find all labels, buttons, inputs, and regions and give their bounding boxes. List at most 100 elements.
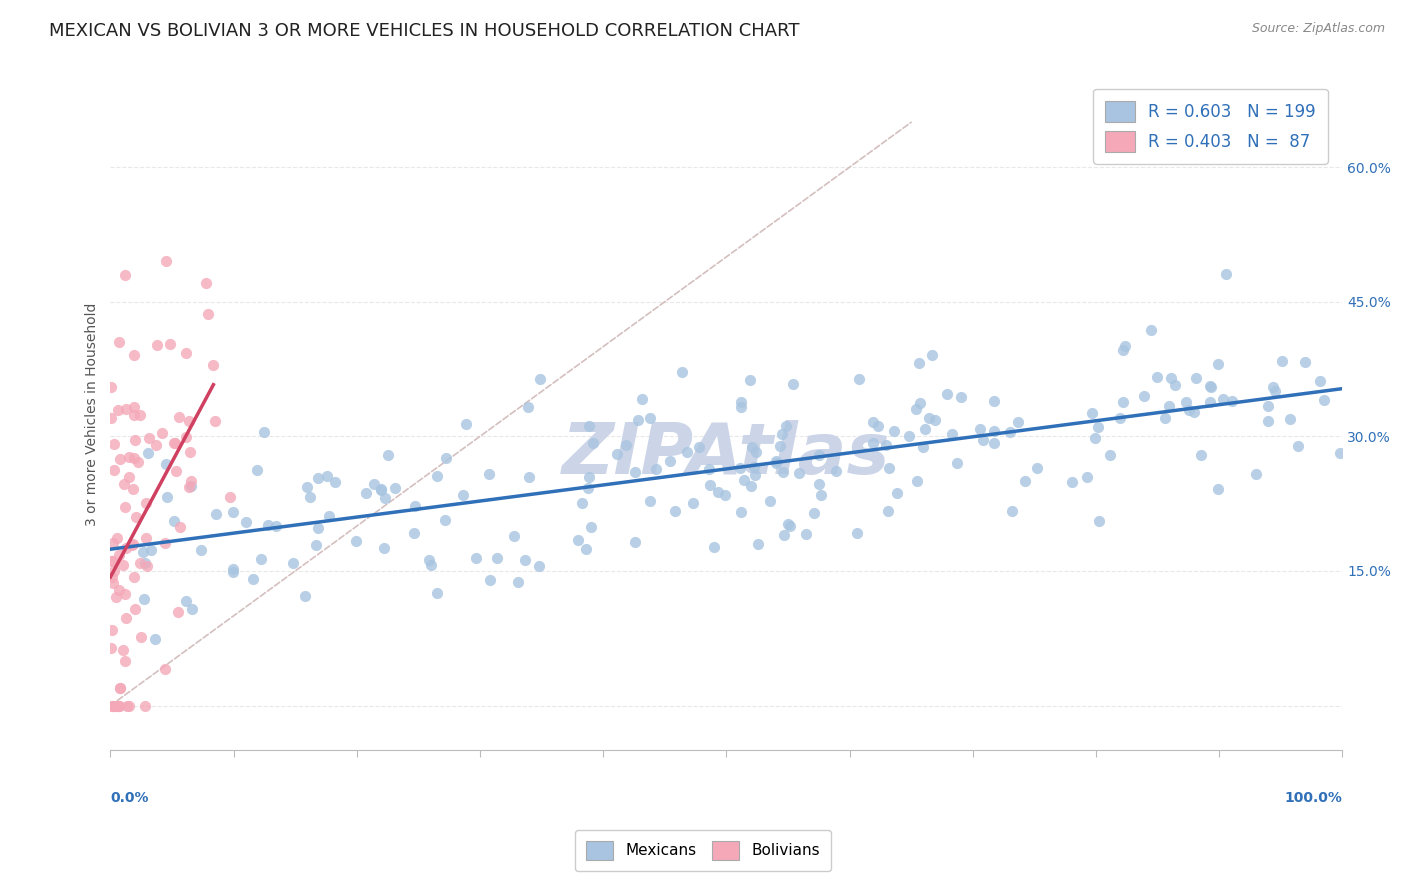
Point bbox=[614, 437, 637, 451]
Point bbox=[910, 396, 932, 410]
Point bbox=[486, 550, 509, 565]
Point bbox=[465, 550, 488, 565]
Point bbox=[419, 558, 441, 572]
Point bbox=[905, 474, 928, 488]
Point bbox=[294, 589, 316, 603]
Point bbox=[998, 425, 1021, 439]
Point bbox=[104, 698, 127, 713]
Point bbox=[744, 468, 766, 483]
Point bbox=[121, 482, 143, 496]
Point bbox=[576, 481, 599, 495]
Point bbox=[135, 532, 157, 546]
Point bbox=[969, 422, 991, 436]
Point bbox=[176, 429, 198, 443]
Point bbox=[135, 558, 157, 573]
Point bbox=[575, 542, 598, 557]
Point bbox=[105, 698, 128, 713]
Point bbox=[305, 539, 328, 553]
Point bbox=[787, 467, 810, 481]
Point bbox=[671, 365, 693, 379]
Point bbox=[730, 395, 752, 409]
Point bbox=[1062, 475, 1084, 490]
Point bbox=[1309, 374, 1331, 388]
Point bbox=[100, 554, 122, 568]
Point bbox=[433, 513, 456, 527]
Point bbox=[373, 541, 395, 555]
Point bbox=[1215, 268, 1237, 282]
Point bbox=[155, 254, 177, 268]
Point bbox=[135, 496, 157, 510]
Point bbox=[664, 503, 686, 517]
Point bbox=[112, 476, 135, 491]
Point bbox=[153, 662, 176, 676]
Point bbox=[1025, 461, 1047, 475]
Point bbox=[153, 536, 176, 550]
Point bbox=[1087, 514, 1109, 528]
Point bbox=[180, 474, 202, 488]
Point bbox=[179, 444, 201, 458]
Text: MEXICAN VS BOLIVIAN 3 OR MORE VEHICLES IN HOUSEHOLD CORRELATION CHART: MEXICAN VS BOLIVIAN 3 OR MORE VEHICLES I… bbox=[49, 22, 800, 40]
Point bbox=[159, 336, 181, 351]
Point bbox=[197, 307, 219, 321]
Point bbox=[917, 410, 939, 425]
Point bbox=[1271, 354, 1294, 368]
Point bbox=[810, 488, 832, 502]
Point bbox=[1108, 411, 1130, 425]
Point bbox=[257, 518, 280, 533]
Point bbox=[1294, 354, 1316, 368]
Point bbox=[129, 408, 152, 422]
Point bbox=[703, 540, 725, 554]
Point bbox=[201, 358, 224, 372]
Point bbox=[163, 514, 186, 528]
Point bbox=[950, 390, 973, 404]
Point bbox=[103, 463, 125, 477]
Point bbox=[169, 410, 191, 425]
Point bbox=[983, 424, 1005, 438]
Y-axis label: 3 or more Vehicles in Household: 3 or more Vehicles in Household bbox=[86, 302, 100, 525]
Point bbox=[107, 548, 129, 562]
Point bbox=[1098, 448, 1121, 462]
Point bbox=[516, 400, 538, 414]
Point bbox=[582, 436, 605, 450]
Point bbox=[688, 441, 710, 455]
Point bbox=[307, 471, 329, 485]
Point bbox=[659, 453, 682, 467]
Point bbox=[848, 372, 870, 386]
Point bbox=[100, 411, 122, 425]
Point bbox=[897, 429, 920, 443]
Point bbox=[765, 454, 787, 468]
Point bbox=[513, 553, 536, 567]
Point bbox=[222, 562, 245, 576]
Point bbox=[177, 413, 200, 427]
Point bbox=[370, 482, 392, 496]
Point bbox=[1164, 378, 1187, 392]
Point bbox=[100, 641, 122, 656]
Point bbox=[699, 477, 721, 491]
Point bbox=[377, 448, 399, 462]
Point bbox=[295, 480, 318, 494]
Point bbox=[623, 465, 645, 479]
Point bbox=[886, 485, 908, 500]
Point bbox=[741, 440, 763, 454]
Point bbox=[177, 480, 200, 494]
Point bbox=[479, 573, 502, 587]
Point bbox=[866, 418, 889, 433]
Point bbox=[1257, 414, 1279, 428]
Point bbox=[740, 478, 762, 492]
Legend: R = 0.603   N = 199, R = 0.403   N =  87: R = 0.603 N = 199, R = 0.403 N = 87 bbox=[1094, 89, 1327, 163]
Point bbox=[107, 334, 129, 349]
Point bbox=[131, 630, 153, 644]
Point bbox=[578, 469, 600, 483]
Point bbox=[972, 434, 994, 448]
Point bbox=[1174, 394, 1197, 409]
Point bbox=[759, 493, 782, 508]
Point bbox=[714, 488, 737, 502]
Point bbox=[778, 517, 800, 532]
Point bbox=[101, 536, 124, 550]
Point bbox=[1212, 392, 1234, 407]
Point bbox=[745, 445, 768, 459]
Point bbox=[1257, 399, 1279, 413]
Point bbox=[478, 467, 501, 481]
Point bbox=[904, 402, 927, 417]
Point bbox=[1007, 415, 1029, 429]
